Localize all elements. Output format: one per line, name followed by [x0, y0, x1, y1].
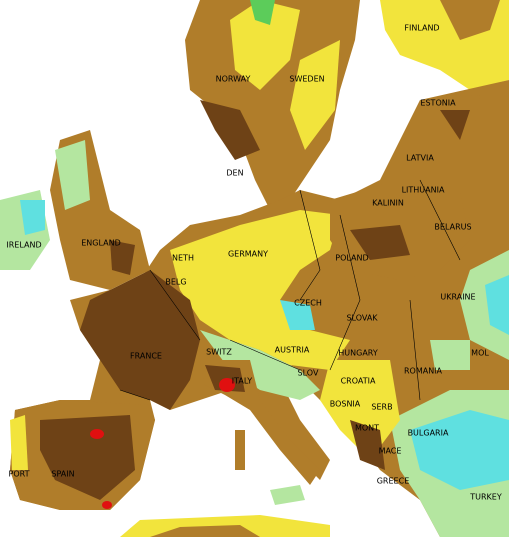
country-label: MOL [471, 349, 489, 358]
country-label: BOSNIA [330, 400, 361, 409]
country-label: SLOV [298, 369, 319, 378]
country-label: BELG [165, 278, 186, 287]
country-label: FINLAND [404, 24, 439, 33]
country-label: DEN [226, 169, 243, 178]
country-label: SERB [371, 403, 392, 412]
country-label: BULGARIA [408, 429, 449, 438]
country-label: FRANCE [130, 352, 162, 361]
country-label: ROMANIA [404, 367, 443, 376]
country-label: LITHUANIA [402, 186, 445, 195]
country-label: TURKEY [469, 493, 502, 502]
borders [119, 179, 461, 401]
country-label: AUSTRIA [275, 346, 310, 355]
country-label: BELARUS [434, 223, 471, 232]
country-label: SWITZ [206, 348, 232, 357]
country-label: UKRAINE [440, 293, 475, 302]
country-label: CZECH [294, 299, 322, 308]
country-label: GERMANY [228, 250, 268, 259]
country-label: CROATIA [341, 377, 376, 386]
country-label: NORWAY [216, 75, 251, 84]
country-label: SWEDEN [289, 75, 324, 84]
country-label: ESTONIA [420, 99, 456, 108]
country-labels: FINLAND NORWAY SWEDEN ESTONIA LATVIA LIT… [6, 24, 501, 502]
country-label: ITALY [232, 377, 252, 386]
country-label: GREECE [377, 477, 410, 486]
country-label: POLAND [335, 254, 368, 263]
country-label: KALININ [372, 199, 404, 208]
country-label: SPAIN [51, 470, 74, 479]
country-label: PORT [9, 470, 30, 479]
country-label: ENGLAND [81, 239, 121, 248]
country-label: HUNGARY [338, 349, 378, 358]
country-label: IRELAND [6, 241, 41, 250]
country-label: SLOVAK [346, 314, 378, 323]
country-label: MACE [379, 447, 402, 456]
country-label: NETH [172, 254, 194, 263]
country-label: MONT [355, 424, 379, 433]
country-label: LATVIA [406, 154, 434, 163]
